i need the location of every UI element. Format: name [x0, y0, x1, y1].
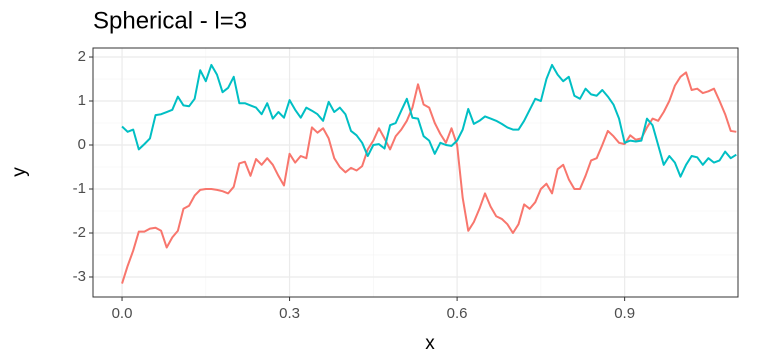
- x-axis-title: x: [425, 333, 435, 354]
- y-tick-label: -3: [73, 268, 86, 285]
- y-tick-label: -1: [73, 180, 86, 197]
- data-line: [121, 71, 737, 284]
- data-line: [121, 63, 737, 178]
- panel: [93, 48, 738, 297]
- x-tick-label: 0.6: [447, 305, 468, 322]
- y-tick-label: -2: [73, 224, 86, 241]
- y-tick-label: 2: [78, 48, 86, 65]
- y-tick-label: 0: [78, 136, 86, 153]
- chart-title: Spherical - l=3: [93, 7, 247, 34]
- x-tick-label: 0.3: [279, 305, 300, 322]
- y-axis-title: y: [9, 167, 30, 177]
- x-tick-label: 0.9: [614, 305, 635, 322]
- y-tick-label: 1: [78, 92, 86, 109]
- x-tick-label: 0.0: [112, 305, 133, 322]
- panel-border: [92, 47, 739, 298]
